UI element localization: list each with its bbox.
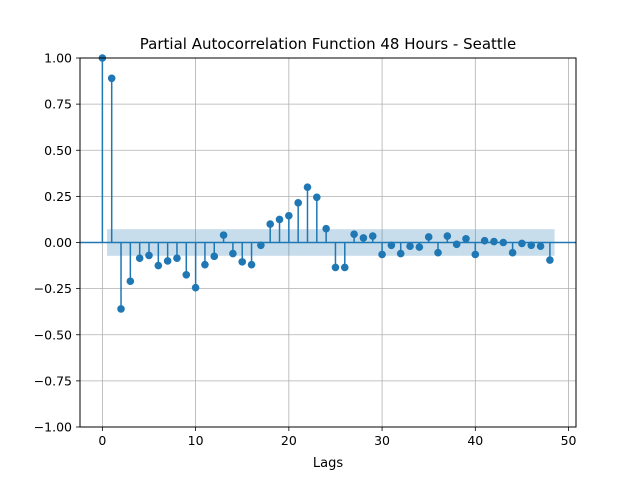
stem-marker: [285, 211, 293, 220]
stem-marker: [499, 238, 508, 247]
stem-marker: [415, 243, 424, 251]
y-tick-label: 0.00: [44, 235, 72, 250]
x-tick-label: 0: [98, 433, 106, 448]
stem-marker: [378, 250, 386, 259]
stem-marker: [173, 254, 181, 262]
y-tick-label: −0.50: [34, 327, 72, 342]
chart-title: Partial Autocorrelation Function 48 Hour…: [140, 35, 516, 53]
stem-marker: [257, 241, 265, 250]
stem-marker: [434, 248, 442, 257]
x-tick-label: 10: [188, 433, 204, 448]
y-tick-label: 0.25: [44, 189, 72, 204]
stem-marker: [107, 74, 116, 83]
stem-marker: [443, 232, 452, 240]
stem-marker: [396, 249, 405, 258]
stem-marker: [191, 283, 200, 292]
stem-marker: [163, 257, 172, 265]
x-tick-label: 50: [561, 433, 577, 448]
stem-marker: [247, 260, 256, 269]
stem-marker: [536, 242, 545, 250]
stem-marker: [527, 241, 536, 250]
stem-marker: [462, 235, 470, 243]
stem-marker: [424, 233, 433, 241]
stem-marker: [229, 249, 237, 258]
stem-marker: [471, 250, 480, 259]
y-tick-label: −1.00: [34, 420, 72, 435]
stem-marker: [238, 258, 247, 266]
stem-marker: [518, 239, 526, 248]
stem-marker: [135, 254, 144, 262]
stem-marker: [406, 242, 414, 250]
stem-marker: [359, 234, 368, 242]
stem-marker: [508, 248, 517, 257]
x-axis-label: Lags: [313, 456, 343, 471]
stem-marker: [275, 215, 284, 224]
markers-layer: [98, 54, 554, 313]
y-tick-label: −0.75: [34, 373, 72, 388]
stem-marker: [294, 199, 302, 207]
stem-marker: [368, 232, 377, 240]
stem-marker: [350, 230, 358, 238]
stem-marker: [331, 263, 340, 272]
stem-marker: [126, 277, 135, 286]
stem-marker: [340, 263, 349, 272]
x-tick-label: 40: [467, 433, 483, 448]
stem-marker: [313, 193, 321, 202]
stem-marker: [322, 224, 330, 233]
stem-marker: [219, 231, 228, 239]
stem-marker: [117, 305, 125, 313]
stem-marker: [266, 220, 274, 228]
y-tick-label: 0.75: [44, 97, 72, 112]
stem-marker: [387, 241, 396, 250]
stem-marker: [490, 237, 498, 246]
y-tick-label: 0.50: [44, 143, 72, 158]
stem-marker: [182, 270, 191, 279]
y-tick-label: 1.00: [44, 51, 72, 66]
stem-marker: [452, 240, 461, 249]
stem-marker: [210, 252, 219, 261]
stem-marker: [145, 251, 153, 260]
y-axis-ticks: −1.00 −0.75 −0.50 −0.25 0.00 0.25 0.50 0.75 1.00: [34, 51, 80, 435]
stem-marker: [154, 261, 163, 270]
y-tick-label: −0.25: [34, 281, 72, 296]
stem-marker: [546, 256, 554, 264]
stems-layer: [101, 58, 551, 309]
x-tick-label: 30: [374, 433, 390, 448]
x-axis-ticks: 0 10 20 30 40 50: [98, 427, 577, 448]
stem-marker: [480, 236, 489, 245]
stem-marker: [303, 183, 312, 191]
x-tick-label: 20: [281, 433, 297, 448]
stem-marker: [201, 260, 209, 269]
